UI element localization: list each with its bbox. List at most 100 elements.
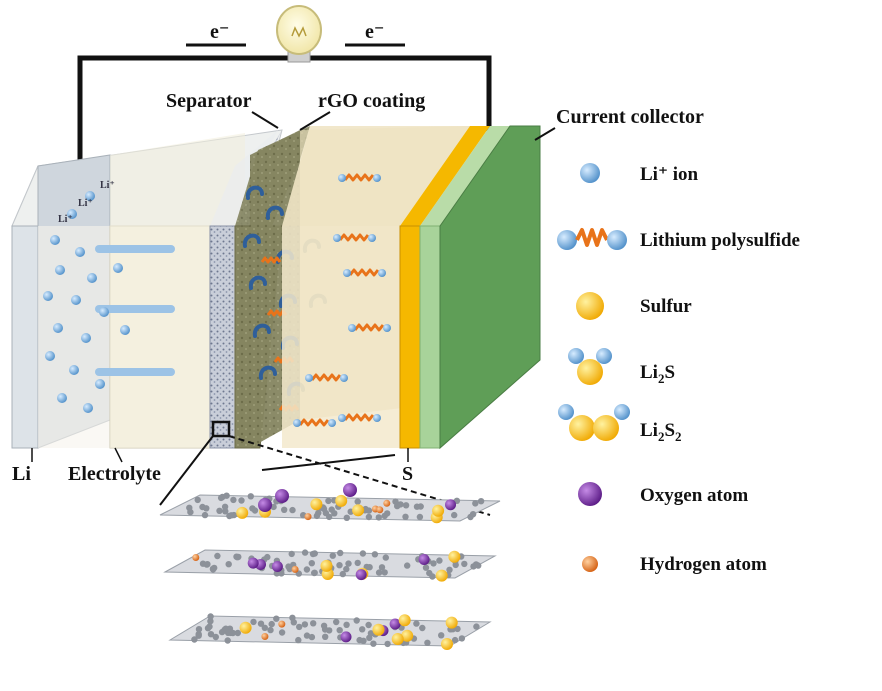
zoom-line-right (228, 435, 491, 516)
carbon-atom (438, 632, 445, 639)
zoom-marker-box (211, 420, 231, 438)
carbon-atom (354, 559, 361, 567)
carbon-atom (472, 561, 480, 568)
carbon-atom (336, 562, 343, 569)
carbon-atom (295, 636, 302, 644)
separator-front-face (209, 225, 236, 449)
carbon-atom (404, 562, 411, 569)
carbon-atom (230, 496, 237, 504)
electron-flow-left: e⁻ (186, 21, 246, 47)
legend-label-polysulfide: Lithium polysulfide (640, 230, 800, 251)
graphene-sheet-1 (159, 492, 501, 524)
carbon-atom (320, 622, 328, 629)
sulfur-atom (432, 504, 445, 517)
carbon-atom (413, 503, 421, 510)
carbon-atom (354, 498, 361, 505)
carbon-atom (384, 640, 391, 648)
oxygen-atom (275, 489, 289, 503)
carbon-atom (278, 629, 286, 636)
current-collector-block (399, 125, 541, 450)
carbon-atom (343, 514, 350, 521)
carbon-atom (221, 503, 229, 510)
oxygen-atom (343, 483, 357, 497)
carbon-atom (288, 550, 295, 558)
carbon-atom (247, 493, 254, 500)
carbon-atom (322, 633, 329, 640)
carbon-atom (209, 566, 217, 573)
ion-arrow-2 (95, 305, 175, 313)
carbon-atom (325, 497, 332, 505)
carbon-atom (251, 507, 259, 514)
carbon-atom (309, 550, 317, 558)
li-anode-label: Li (12, 463, 31, 485)
carbon-atom (371, 551, 379, 558)
carbon-atom (473, 623, 480, 630)
collector-side-face (439, 125, 541, 450)
carbon-atom (203, 505, 210, 512)
carbon-atom (285, 563, 292, 570)
carbon-atom (384, 510, 391, 517)
carbon-atom (343, 621, 350, 628)
hydrogen-atom (304, 513, 312, 521)
sulfur-atom (441, 638, 453, 650)
carbon-atom (301, 549, 309, 556)
carbon-atom (452, 561, 459, 569)
ion-arrow-3 (95, 368, 175, 376)
sulfur-atom (435, 569, 448, 582)
carbon-atom (281, 506, 288, 513)
legend-item-li2s: Li2S (568, 348, 675, 386)
carbon-atom (207, 631, 215, 638)
zoom-callout (159, 420, 491, 516)
carbon-atom (429, 573, 436, 580)
carbon-atom (238, 497, 245, 504)
electron-label-right: e⁻ (365, 21, 384, 43)
carbon-atom (343, 565, 350, 573)
carbon-atom (360, 637, 367, 644)
carbon-atom (303, 632, 311, 639)
carbon-atom (310, 620, 317, 627)
sulfur-atom (448, 550, 461, 563)
carbon-atom (289, 614, 296, 621)
carbon-atom (392, 498, 399, 505)
oxygen-atom (418, 554, 430, 565)
carbon-atom (203, 561, 210, 568)
li-ion-tag-3: Li⁺ (58, 214, 73, 225)
carbon-atom (195, 626, 203, 633)
oxygen-atom-icon (578, 482, 602, 506)
carbon-atom (329, 552, 336, 559)
legend-label-li2s2: Li2S2 (640, 420, 682, 444)
carbon-atom (308, 560, 315, 567)
carbon-atom (212, 633, 219, 641)
oxygen-atom (247, 557, 259, 569)
carbon-atom (223, 492, 230, 499)
carbon-atom (226, 512, 233, 520)
sulfur-layer-top (400, 126, 490, 226)
legend-item-oxygen: Oxygen atom (578, 482, 748, 506)
legend-label-li2s: Li2S (640, 362, 675, 386)
carbon-atom (366, 634, 373, 641)
rgo-layered-structure (159, 483, 501, 650)
carbon-atom (289, 506, 296, 514)
sulfur-layer-front (399, 225, 421, 449)
carbon-atom (222, 625, 229, 632)
carbon-atom (454, 625, 461, 633)
carbon-atom (234, 629, 241, 637)
carbon-atom (320, 505, 328, 513)
carbon-atom (195, 632, 202, 639)
carbon-atom (461, 560, 468, 568)
carbon-atom (413, 620, 420, 627)
carbon-atom (353, 617, 360, 624)
carbon-atom (333, 618, 340, 626)
carbon-atom (402, 502, 410, 509)
legend-item-li-ion: Li⁺ ion (580, 163, 699, 185)
legend-item-polysulfide: Lithium polysulfide (557, 228, 800, 251)
zoom-line-left (159, 435, 214, 506)
carbon-atom (359, 626, 366, 633)
sulfur-atom (391, 633, 404, 645)
carbon-atom (366, 564, 373, 571)
cell-labels: Separator rGO coating Current collector … (12, 90, 704, 485)
carbon-atom (477, 498, 485, 505)
carbon-atom (191, 636, 198, 643)
carbon-atom (207, 618, 214, 625)
polysulfide-icon (557, 228, 627, 250)
